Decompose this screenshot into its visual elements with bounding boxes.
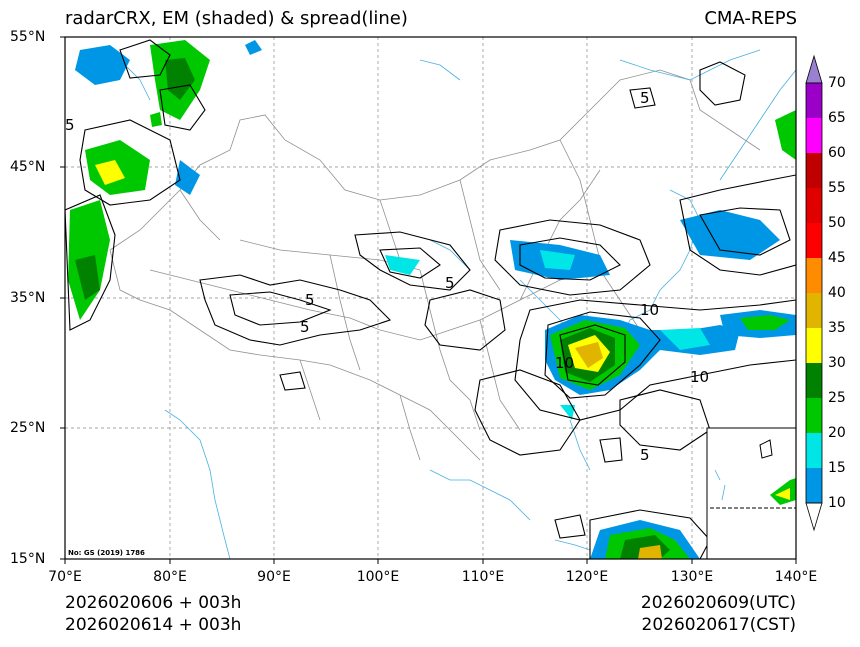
valid-time-utc: 2026020609(UTC): [640, 593, 796, 613]
colorbar-swatch: [806, 293, 822, 328]
colorbar-label: 10: [828, 495, 846, 511]
contour-label: 5: [640, 89, 650, 107]
country-boundaries: [109, 69, 761, 461]
colorbar-label: 40: [828, 285, 846, 301]
south-china-sea-inset: [706, 427, 797, 560]
lon-label: 90°E: [257, 569, 291, 585]
colorbar-label: 35: [828, 320, 846, 336]
lat-label: 15°N: [10, 551, 46, 567]
colorbar-swatch: [806, 188, 822, 223]
lon-label: 140°E: [774, 569, 818, 585]
colorbar-label: 20: [828, 425, 846, 441]
colorbar-swatch: [806, 83, 822, 118]
colorbar-label: 30: [828, 355, 846, 371]
lon-label: 70°E: [48, 569, 82, 585]
contour-label: 5: [640, 446, 650, 464]
lon-label: 120°E: [565, 569, 609, 585]
colorbar-swatch: [806, 328, 822, 363]
init-time-utc: 2026020606 + 003h: [65, 593, 242, 613]
colorbar-swatch: [806, 433, 822, 468]
axis-ticks: [60, 36, 797, 564]
colorbar-swatch: [806, 223, 822, 258]
colorbar: [805, 54, 823, 532]
reflectivity-shading: [68, 40, 796, 559]
contour-label: 5: [445, 274, 455, 292]
lon-label: 100°E: [356, 569, 400, 585]
colorbar-label: 65: [828, 110, 846, 126]
lon-label: 80°E: [153, 569, 187, 585]
colorbar-extend-top: [805, 54, 823, 84]
lon-label: 130°E: [670, 569, 714, 585]
contour-label: 10: [690, 368, 709, 386]
colorbar-label: 50: [828, 215, 846, 231]
colorbar-label: 55: [828, 180, 846, 196]
init-time-cst: 2026020614 + 003h: [65, 615, 242, 635]
colorbar-label: 70: [828, 75, 846, 91]
colorbar-swatch: [806, 118, 822, 153]
lon-label: 110°E: [461, 569, 505, 585]
lat-label: 35°N: [10, 290, 46, 306]
colorbar-label: 15: [828, 460, 846, 476]
colorbar-swatch: [806, 468, 822, 503]
colorbar-label: 25: [828, 390, 846, 406]
contour-label: 10: [555, 354, 574, 372]
lat-label: 45°N: [10, 159, 46, 175]
colorbar-extend-bottom: [805, 502, 823, 532]
contour-label: 10: [640, 301, 659, 319]
contour-label: 5: [305, 291, 315, 309]
map-title: radarCRX, EM (shaded) & spread(line): [65, 8, 408, 29]
map-approval-number: No: GS (2019) 1786: [68, 549, 145, 557]
colorbar-swatch: [806, 258, 822, 293]
colorbar-swatch: [806, 363, 822, 398]
contour-label: 5: [65, 116, 75, 134]
colorbar-label: 60: [828, 145, 846, 161]
model-name: CMA-REPS: [704, 8, 797, 29]
colorbar-swatch: [806, 398, 822, 433]
valid-time-cst: 2026020617(CST): [641, 615, 796, 635]
lat-label: 25°N: [10, 420, 46, 436]
lat-label: 55°N: [10, 29, 46, 45]
colorbar-label: 45: [828, 250, 846, 266]
colorbar-swatch: [806, 153, 822, 188]
contour-label: 5: [300, 318, 310, 336]
spread-contours: [65, 39, 796, 559]
colorbar-frame: [805, 82, 823, 504]
contour-labels: 5 5 5 10 10 5 5 5 10: [65, 89, 709, 464]
